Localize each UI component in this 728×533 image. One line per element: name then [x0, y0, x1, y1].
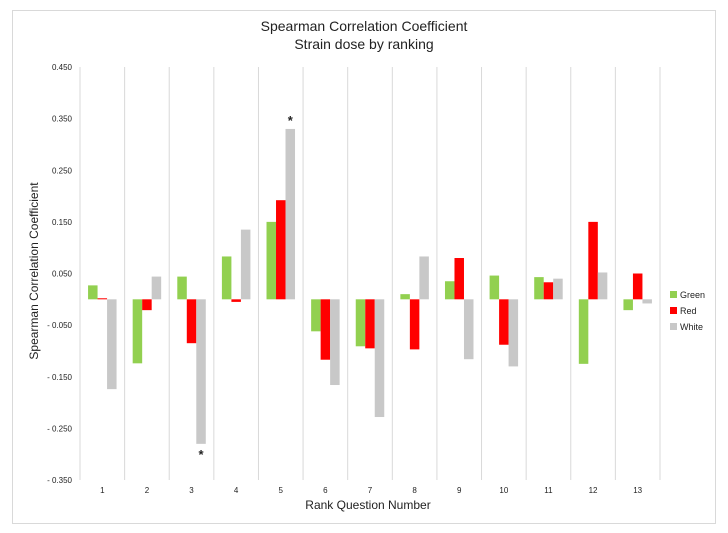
y-tick-label: 0.250	[52, 166, 73, 175]
y-tick-label: - 0.150	[47, 373, 72, 382]
y-axis-title: Spearman Correlation Coefficient	[27, 182, 41, 360]
y-tick-label: 0.050	[52, 270, 73, 279]
bar-green-6	[311, 299, 321, 332]
bar-red-10	[499, 299, 509, 345]
x-tick-label: 12	[589, 486, 598, 495]
y-tick-label: 0.350	[52, 115, 73, 124]
x-tick-label: 2	[145, 486, 150, 495]
x-tick-label: 5	[279, 486, 284, 495]
bar-white-3	[196, 299, 206, 444]
bar-red-11	[543, 282, 554, 300]
x-tick-label: 9	[457, 486, 462, 495]
bar-white-6	[330, 299, 340, 386]
significance-marker: *	[199, 447, 205, 462]
y-tick-label: 0.150	[52, 218, 73, 227]
x-tick-label: 11	[544, 486, 553, 495]
bar-red-5	[276, 200, 286, 300]
y-tick-label: - 0.350	[47, 476, 72, 485]
bar-white-1	[107, 299, 117, 390]
x-axis-title: Rank Question Number	[305, 498, 430, 512]
bar-green-4	[221, 256, 232, 300]
bar-red-1	[97, 298, 108, 300]
bar-red-2	[142, 299, 152, 311]
bar-red-8	[409, 299, 420, 350]
chart-subtitle: Strain dose by ranking	[294, 36, 433, 52]
x-tick-label: 7	[368, 486, 373, 495]
bar-red-3	[186, 299, 197, 344]
y-tick-label: - 0.250	[47, 424, 72, 433]
legend-swatch-green	[670, 291, 677, 298]
bar-white-9	[463, 299, 474, 360]
x-tick-label: 10	[499, 486, 508, 495]
x-tick-label: 13	[633, 486, 642, 495]
bar-green-3	[177, 276, 187, 300]
y-tick-label: 0.450	[52, 63, 73, 72]
legend-swatch-red	[670, 307, 677, 314]
x-tick-labels: 1 2 3 4 5 6 7 8 9 10 11 12 13	[100, 486, 643, 495]
legend-swatch-white	[670, 323, 677, 330]
x-tick-label: 8	[412, 486, 417, 495]
legend-label-green: Green	[680, 290, 705, 300]
bar-white-13	[642, 299, 652, 304]
bar-green-9	[444, 281, 455, 300]
bar-white-10	[508, 299, 519, 367]
legend-label-red: Red	[680, 306, 697, 316]
significance-marker: *	[288, 113, 294, 128]
bar-green-13	[623, 299, 633, 311]
y-tick-labels: 0.450 0.350 0.250 0.150 0.050 - 0.050 - 0.150 -…	[47, 63, 72, 485]
bar-white-8	[419, 256, 429, 300]
bar-white-4	[240, 229, 251, 300]
legend-label-white: White	[680, 322, 703, 332]
chart-title: Spearman Correlation Coefficient	[261, 18, 468, 34]
bar-red-7	[365, 299, 375, 349]
bar-white-11	[553, 278, 563, 300]
annotations-layer: **	[199, 113, 294, 462]
bar-red-12	[588, 221, 598, 300]
bar-green-7	[355, 299, 366, 347]
bar-green-11	[534, 277, 544, 300]
chart-frame	[12, 10, 716, 524]
bar-red-9	[454, 258, 464, 300]
x-tick-label: 4	[234, 486, 239, 495]
grid-layer	[79, 67, 661, 480]
x-tick-label: 6	[323, 486, 328, 495]
x-tick-label: 3	[189, 486, 194, 495]
bar-green-8	[400, 294, 410, 300]
bar-green-1	[88, 285, 98, 300]
bars-layer	[88, 128, 652, 444]
y-tick-label: - 0.050	[47, 321, 72, 330]
bar-green-5	[266, 221, 277, 300]
bar-white-2	[151, 276, 162, 300]
bar-red-13	[632, 273, 643, 300]
x-tick-label: 1	[100, 486, 105, 495]
bar-white-7	[374, 299, 385, 418]
bar-white-12	[597, 272, 608, 300]
legend: Green Red White	[670, 290, 705, 332]
bar-green-12	[578, 299, 589, 364]
bar-green-2	[132, 299, 143, 364]
bar-green-10	[489, 275, 500, 300]
bar-red-4	[231, 299, 241, 302]
bar-white-5	[285, 128, 296, 300]
bar-red-6	[320, 299, 331, 360]
